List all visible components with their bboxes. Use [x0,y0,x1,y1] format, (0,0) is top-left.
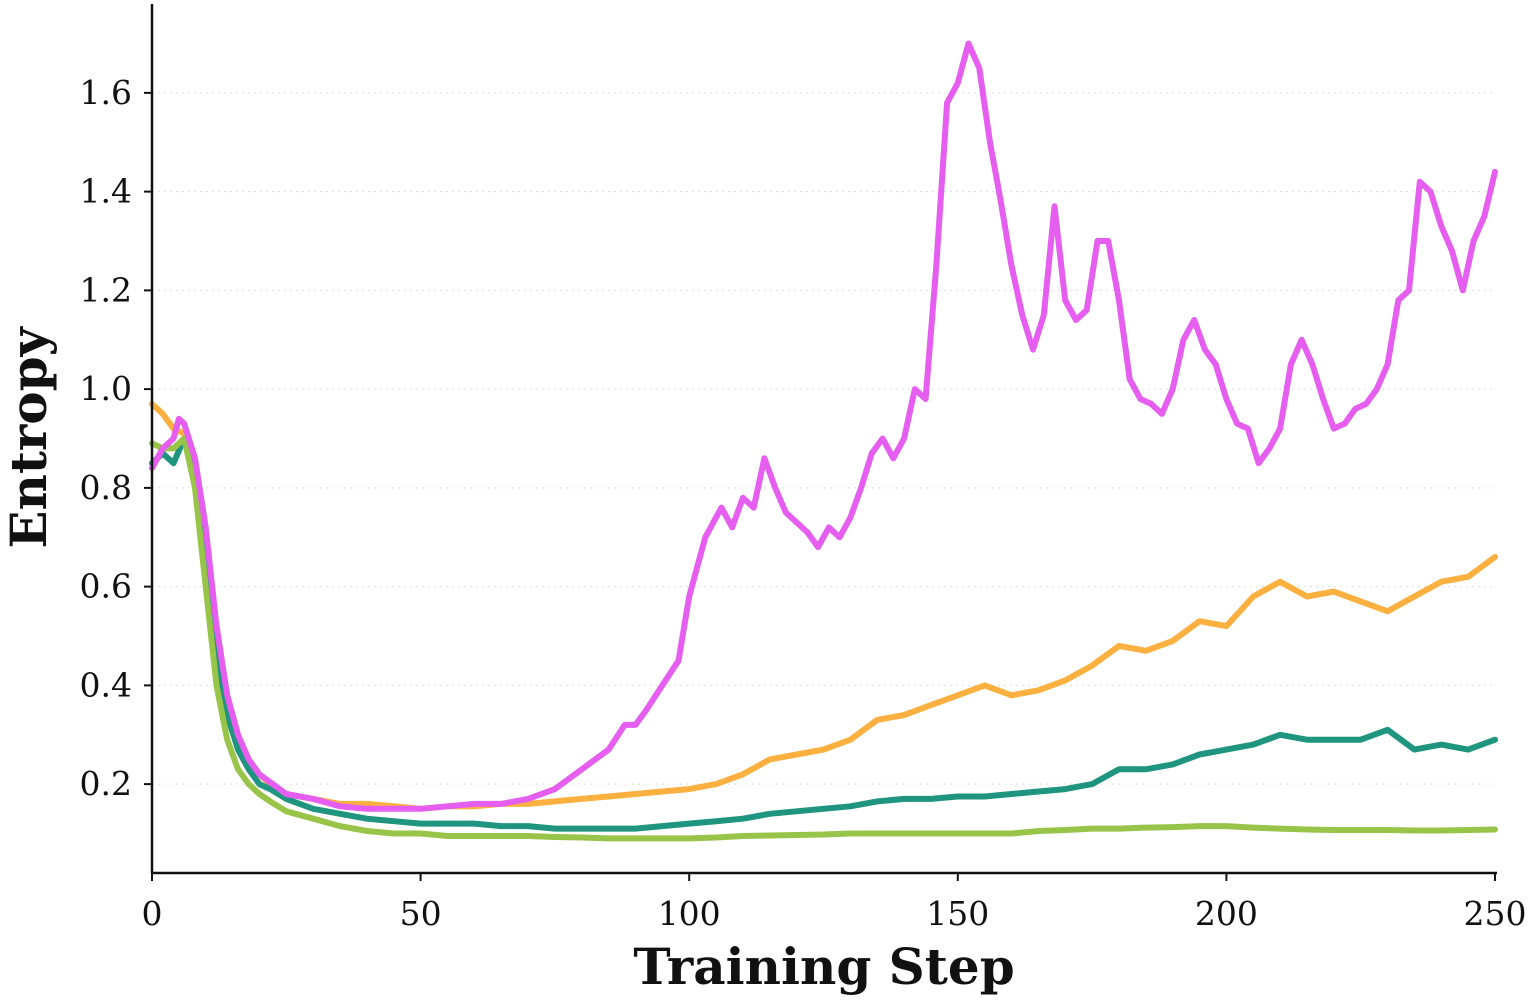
series-line-2 [149,435,1498,832]
y-tick-label: 0.2 [80,764,132,803]
series-line-1 [149,400,1498,812]
y-ticks: 0.2 0.4 0.6 0.8 1.0 1.2 1.4 1.6 [80,73,152,803]
series-lines [149,40,1498,842]
y-tick-label: 1.2 [80,270,132,309]
x-tick-label: 100 [658,894,721,933]
x-tick-label: 50 [400,894,442,933]
x-tick-label: 250 [1464,894,1527,933]
y-tick-label: 0.8 [80,468,132,507]
x-ticks: 0 50 100 150 200 250 [142,873,1527,933]
x-tick-label: 0 [142,894,163,933]
axes [150,4,1497,875]
y-tick-label: 1.0 [80,369,132,408]
y-tick-label: 0.4 [80,665,132,704]
y-tick-label: 0.6 [80,567,132,606]
gridlines [152,92,1495,785]
y-tick-label: 1.6 [80,73,132,112]
y-axis-title: Entropy [0,325,58,548]
x-tick-label: 150 [926,894,989,933]
series-line-4 [149,40,1498,812]
series-line-3 [149,435,1498,842]
y-tick-label: 1.4 [80,172,132,211]
x-axis-title: Training Step [633,937,1014,996]
x-tick-label: 200 [1195,894,1258,933]
